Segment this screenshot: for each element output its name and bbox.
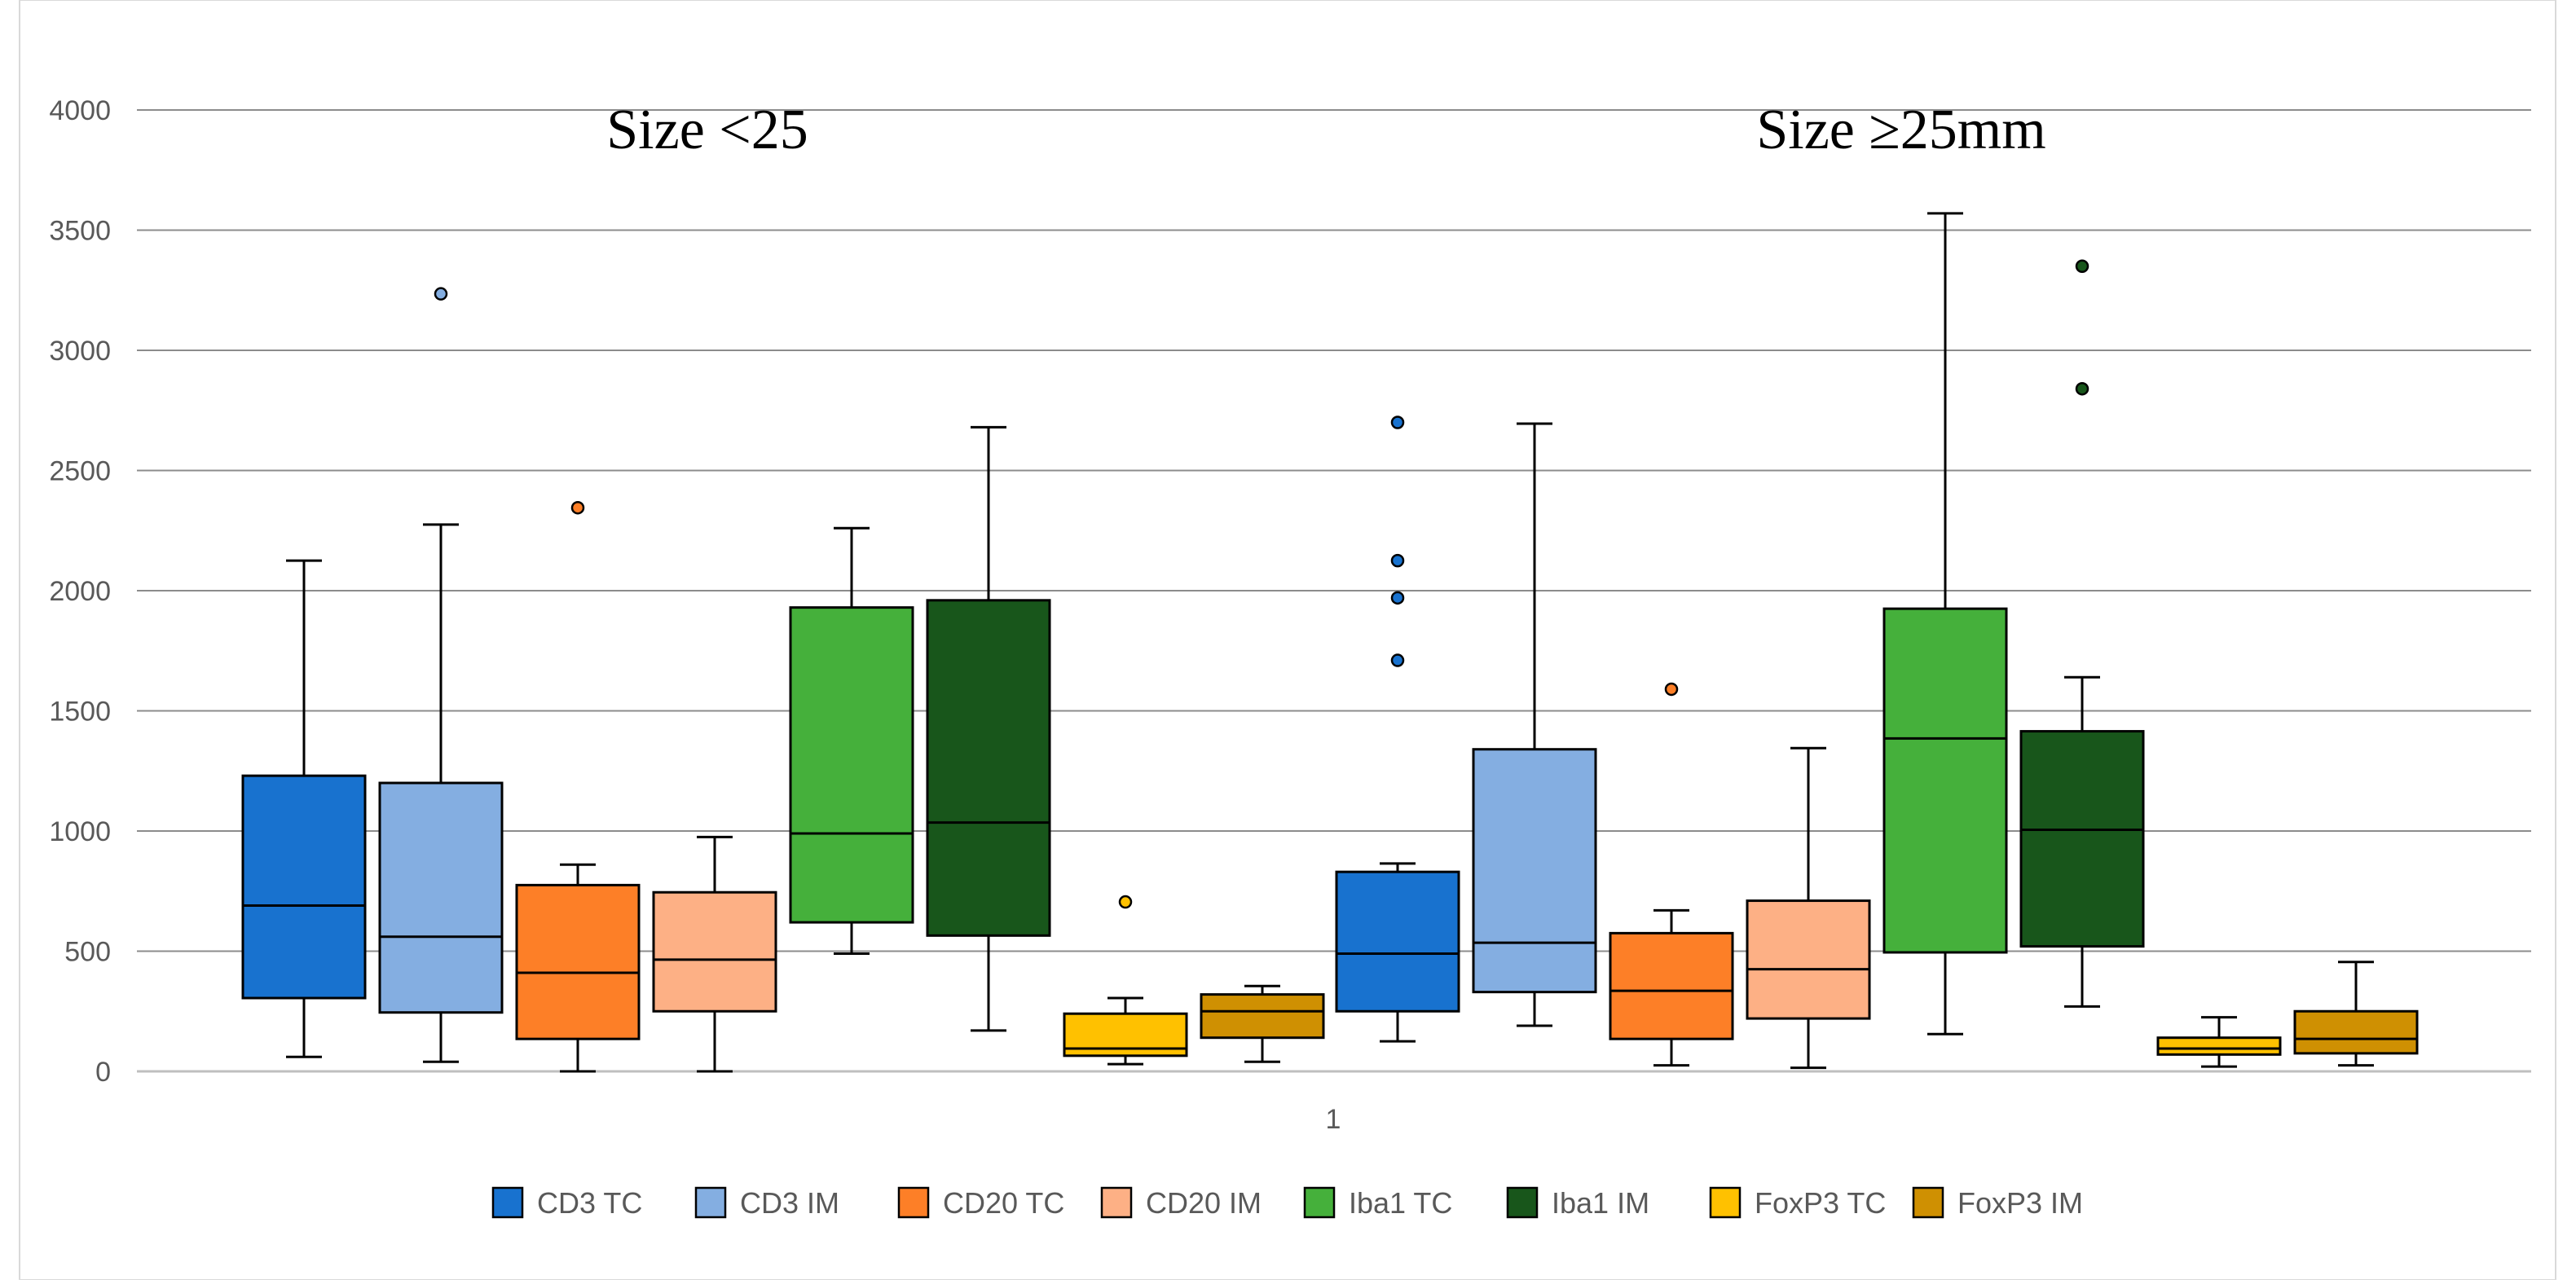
box-cd20-im-group1 <box>652 835 777 1073</box>
legend-item-cd3-tc: CD3 TC <box>491 1186 642 1220</box>
y-tick-label: 0 <box>95 1057 111 1088</box>
outlier-point <box>1390 591 1405 605</box>
box-iqr <box>1335 870 1460 1013</box>
box-cd3-tc-group2 <box>1335 416 1460 1043</box>
box-iba1-tc-group2 <box>1882 212 2008 1036</box>
outlier-point <box>1664 682 1679 697</box>
box-foxp3-im-group2 <box>2293 961 2419 1067</box>
outlier-point <box>1390 553 1405 568</box>
legend-label: Iba1 TC <box>1349 1186 1452 1220</box>
outlier-point <box>1118 895 1133 909</box>
legend-item-iba1-im: Iba1 IM <box>1506 1186 1649 1220</box>
legend-label: Iba1 IM <box>1552 1186 1649 1220</box>
legend-label: CD20 TC <box>943 1186 1064 1220</box>
box-iqr <box>1472 748 1597 994</box>
box-foxp3-im-group1 <box>1200 984 1325 1063</box>
outlier-point <box>434 287 448 301</box>
x-category-label: 1 <box>1326 1104 1341 1135</box>
legend-swatch <box>1506 1186 1539 1219</box>
legend-swatch <box>1912 1186 1944 1219</box>
outlier-point <box>1390 653 1405 667</box>
box-iqr <box>2019 730 2145 948</box>
legend-item-foxp3-im: FoxP3 IM <box>1912 1186 2083 1220</box>
box-iqr <box>2293 1009 2419 1055</box>
box-foxp3-tc-group2 <box>2156 1016 2282 1068</box>
box-iba1-im-group1 <box>926 425 1051 1032</box>
box-cd3-im-group1 <box>378 287 504 1063</box>
box-iqr <box>2156 1036 2282 1056</box>
outlier-point <box>2075 381 2089 396</box>
box-iqr <box>378 781 504 1014</box>
legend-item-cd3-im: CD3 IM <box>694 1186 839 1220</box>
legend-item-cd20-im: CD20 IM <box>1100 1186 1262 1220</box>
legend-swatch <box>1100 1186 1133 1219</box>
legend-label: CD20 IM <box>1146 1186 1262 1220</box>
box-iba1-im-group2 <box>2019 259 2145 1008</box>
legend: CD3 TC CD3 IM CD20 TC CD20 IM Iba1 TC Iba1 IM… <box>491 1186 2083 1220</box>
box-iba1-tc-group1 <box>789 526 914 955</box>
y-tick-label: 3500 <box>49 216 111 247</box>
box-iqr <box>1609 931 1734 1040</box>
y-tick-label: 4000 <box>49 95 111 126</box>
box-series <box>241 212 2419 1073</box>
box-iqr <box>515 883 641 1040</box>
legend-label: FoxP3 IM <box>1957 1186 2083 1220</box>
outlier-point <box>1390 416 1405 429</box>
box-iqr <box>652 890 777 1013</box>
y-tick-label: 1500 <box>49 697 111 728</box>
legend-swatch <box>897 1186 930 1219</box>
legend-swatch <box>1303 1186 1336 1219</box>
box-iqr <box>789 606 914 924</box>
annotation-size-small: Size <25 <box>606 99 808 161</box>
y-tick-label: 2000 <box>49 576 111 607</box>
box-cd3-tc-group1 <box>241 559 367 1058</box>
box-cd3-im-group2 <box>1472 422 1597 1027</box>
outlier-point <box>2075 259 2089 273</box>
outlier-point <box>570 500 585 515</box>
y-tick-label: 3000 <box>49 336 111 367</box>
box-cd20-im-group2 <box>1746 746 1871 1070</box>
box-foxp3-tc-group1 <box>1063 895 1188 1066</box>
legend-swatch <box>1709 1186 1742 1219</box>
y-tick-label: 2500 <box>49 456 111 487</box>
legend-item-iba1-tc: Iba1 TC <box>1303 1186 1452 1220</box>
legend-item-cd20-tc: CD20 TC <box>897 1186 1064 1220</box>
chart-area-border <box>19 0 2556 1281</box>
legend-label: CD3 IM <box>740 1186 839 1220</box>
box-iqr <box>1882 607 2008 954</box>
box-iqr <box>1200 993 1325 1040</box>
y-tick-label: 500 <box>64 937 111 968</box>
legend-swatch <box>694 1186 727 1219</box>
legend-item-foxp3-tc: FoxP3 TC <box>1709 1186 1886 1220</box>
legend-label: CD3 TC <box>537 1186 642 1220</box>
box-iqr <box>241 774 367 1000</box>
annotation-size-large: Size ≥25mm <box>1756 99 2045 161</box>
y-tick-label: 1000 <box>49 816 111 847</box>
box-iqr <box>1746 899 1871 1020</box>
legend-swatch <box>491 1186 524 1219</box>
box-cd20-tc-group2 <box>1609 682 1734 1067</box>
box-iqr <box>926 599 1051 937</box>
box-cd20-tc-group1 <box>515 500 641 1073</box>
y-axis-ticks: 0 500 1000 1500 2000 2500 3000 3500 4000 <box>49 95 111 1088</box>
legend-label: FoxP3 TC <box>1755 1186 1886 1220</box>
